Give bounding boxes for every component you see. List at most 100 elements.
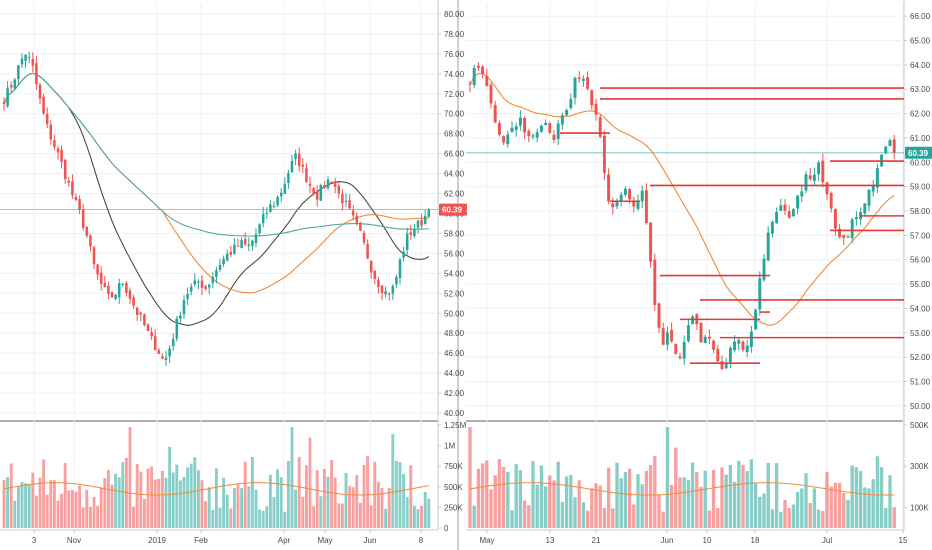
candle-body [493, 105, 497, 123]
volume-bar [728, 464, 733, 528]
candle-body [67, 180, 71, 183]
candle-body [678, 356, 682, 359]
volume-tick-label: 1M [444, 442, 455, 451]
time-tick-label: Jun [661, 536, 674, 545]
candle-body [117, 283, 121, 298]
support-resistance-lines [560, 87, 904, 365]
volume-bar [412, 505, 416, 528]
candle-body [565, 109, 569, 116]
candle-body [35, 63, 38, 85]
candle-body [670, 329, 674, 342]
candle-body [103, 282, 107, 288]
volume-bar [142, 498, 146, 528]
volume-bar [497, 459, 502, 528]
candle-body [409, 232, 413, 235]
price-tick-label: 63.00 [910, 85, 931, 94]
volume-bar [297, 456, 301, 528]
volume-bar [103, 478, 107, 528]
candle-body [502, 136, 506, 143]
candle-body [229, 251, 233, 255]
candle-body [854, 216, 858, 220]
candle-body [341, 193, 344, 204]
volume-bar [420, 505, 424, 528]
time-tick-label: Apr [278, 536, 291, 545]
candle-body [99, 272, 103, 284]
candle-body [402, 251, 405, 258]
candles [468, 62, 896, 371]
volume-bar [402, 473, 406, 528]
moving-average-line [469, 72, 895, 326]
candle-body [552, 134, 556, 140]
volume-bar [678, 477, 682, 528]
volume-bar [821, 511, 825, 528]
candle-body [60, 149, 63, 162]
volume-bar [135, 464, 139, 528]
volume-bar [38, 477, 42, 528]
price-tick-label: 40.00 [444, 409, 465, 418]
volume-bar [699, 486, 703, 528]
candle-body [38, 84, 42, 99]
volume-bar [128, 427, 132, 528]
candle-body [279, 192, 283, 197]
candle-body [297, 153, 301, 166]
volume-tick-label: 100K [910, 503, 929, 512]
volume-bars [468, 427, 896, 528]
price-tick-label: 51.00 [910, 377, 931, 386]
candle-body [387, 293, 391, 295]
time-tick-label: Jul [822, 536, 832, 545]
volume-bar [480, 463, 485, 528]
candle-body [261, 214, 265, 224]
volume-moving-average-line [469, 482, 895, 496]
candle-body [770, 221, 774, 234]
candle-body [243, 239, 247, 245]
volume-bar [423, 492, 427, 528]
candle-body [423, 215, 427, 225]
volume-bar [286, 460, 290, 528]
volume-bar [493, 475, 497, 528]
price-tick-label: 61.00 [910, 134, 931, 143]
volume-bar [13, 500, 17, 528]
candle-body [514, 126, 518, 131]
price-tick-label: 44.00 [444, 369, 465, 378]
volume-tick-label: 500K [444, 483, 463, 492]
volume-bar [619, 478, 623, 528]
volume-bar [160, 470, 164, 528]
volume-bar [272, 497, 276, 528]
candle-body [395, 277, 398, 285]
candle-body [539, 125, 543, 132]
moving-average-line [3, 72, 429, 237]
price-tick-label: 62.00 [444, 190, 465, 199]
candle-body [287, 172, 290, 183]
candle-body [867, 189, 871, 206]
volume-bar [405, 496, 409, 528]
candle-body [628, 189, 632, 200]
volume-bar [665, 427, 670, 528]
candle-body [107, 285, 110, 294]
candle-body [359, 222, 362, 231]
price-tick-label: 66.00 [910, 12, 931, 21]
candle-body [413, 229, 416, 236]
volume-bar [391, 434, 395, 528]
candle-body [800, 191, 804, 197]
candle-body [510, 127, 514, 133]
candle-body [135, 307, 139, 315]
volume-moving-average-line [3, 482, 429, 496]
candle-body [373, 270, 377, 279]
candle-body [45, 114, 49, 125]
candle-body [829, 192, 833, 209]
time-tick-label: May [479, 536, 494, 545]
candle-body [179, 315, 182, 319]
volume-bar [6, 477, 10, 528]
price-tick-label: 65.00 [910, 37, 931, 46]
volume-bar [808, 502, 812, 528]
price-tick-label: 62.00 [910, 110, 931, 119]
volume-bar [648, 465, 653, 528]
candle-body [211, 276, 215, 284]
candle-body [518, 117, 522, 126]
candle-body [712, 340, 716, 350]
candle-body [535, 132, 539, 138]
volume-bar [333, 477, 337, 528]
volume-bar [222, 477, 226, 528]
candle-body [265, 212, 269, 214]
last-price-badge [905, 146, 932, 159]
